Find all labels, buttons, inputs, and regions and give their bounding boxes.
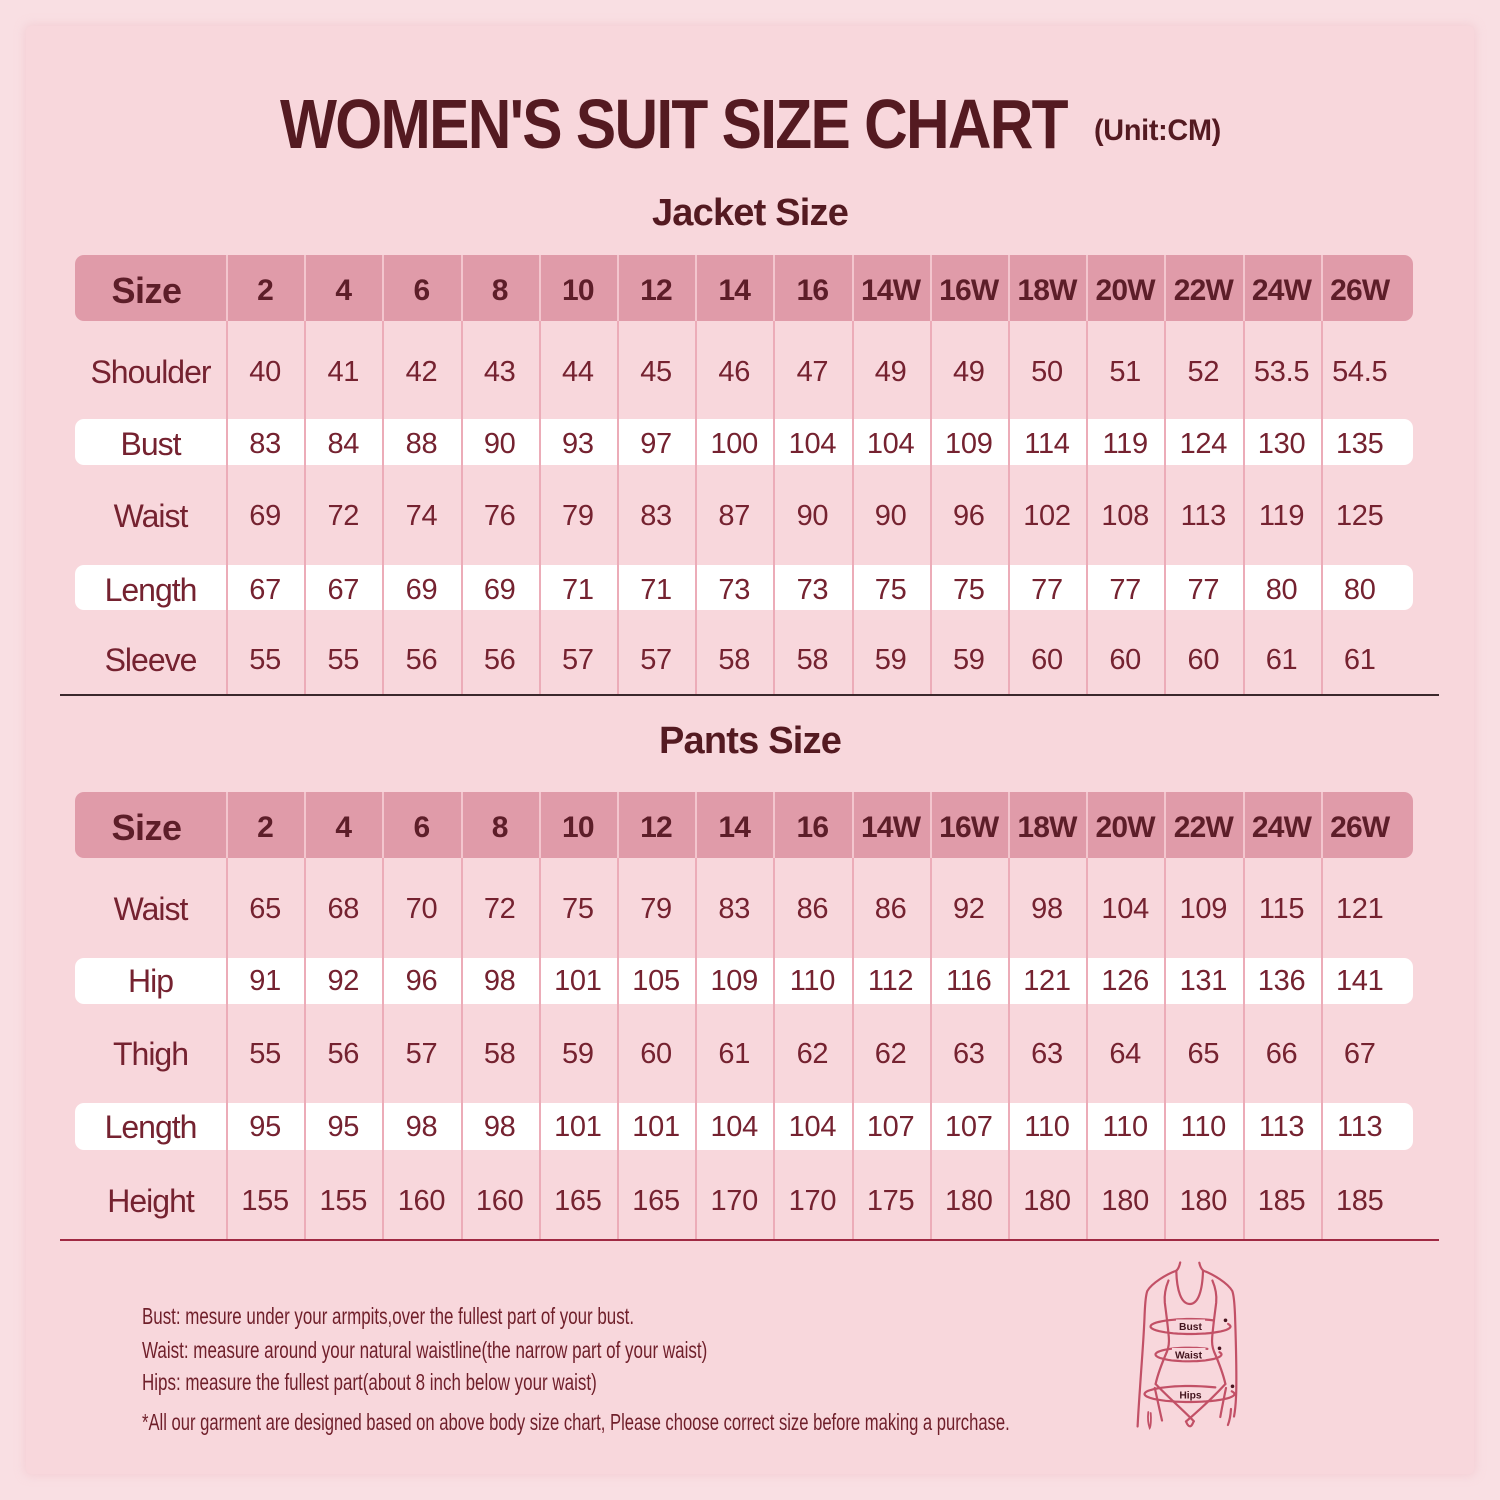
svg-text:Bust: Bust — [1179, 1322, 1202, 1333]
svg-text:Waist: Waist — [1175, 1350, 1203, 1361]
svg-text:Hips: Hips — [1179, 1391, 1202, 1402]
